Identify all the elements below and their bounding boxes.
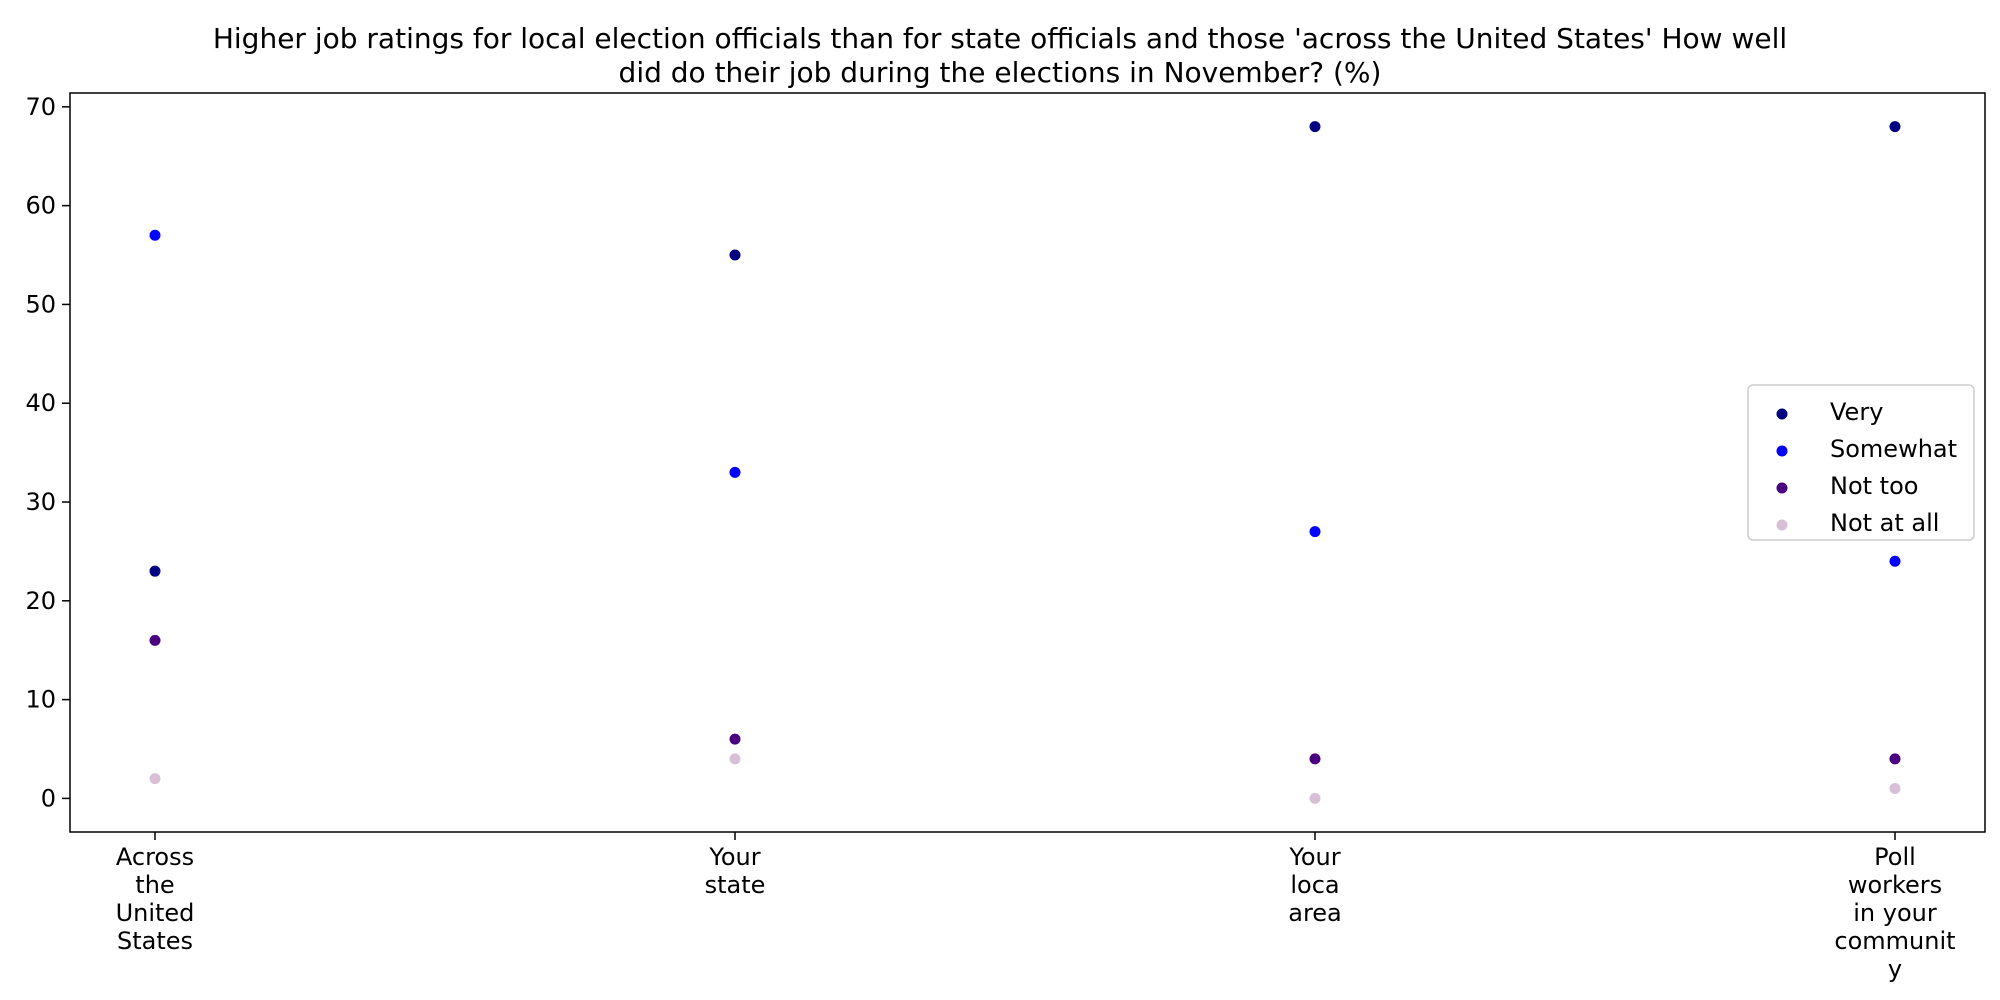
data-point	[729, 753, 741, 765]
x-tick-label-line: Your	[1288, 843, 1340, 871]
data-point	[729, 733, 741, 745]
chart-title: Higher job ratings for local election of…	[213, 22, 1787, 89]
legend-label: Somewhat	[1830, 435, 1957, 463]
data-point	[1309, 121, 1321, 133]
y-tick-label: 60	[25, 192, 56, 220]
y-tick-label: 20	[25, 587, 56, 615]
y-tick-label: 30	[25, 488, 56, 516]
legend-marker	[1776, 482, 1788, 494]
data-points	[149, 121, 1901, 804]
data-point	[1889, 555, 1901, 567]
legend-label: Not too	[1830, 472, 1918, 500]
x-tick-label-line: in your	[1853, 899, 1937, 927]
x-tick-label-line: Your	[708, 843, 760, 871]
x-tick-label-line: workers	[1848, 871, 1942, 899]
legend-marker	[1776, 445, 1788, 457]
plot-frame	[69, 92, 1986, 833]
data-point	[149, 565, 161, 577]
y-axis: 0 10 20 30 40 50 60 70	[25, 93, 70, 812]
x-tick-label-line: the	[135, 871, 174, 899]
data-point	[1889, 783, 1901, 795]
x-tick-label-line: loca	[1290, 871, 1339, 899]
legend-marker	[1776, 519, 1788, 531]
x-tick-label-line: state	[705, 871, 766, 899]
legend-entry: Very	[1776, 398, 1883, 426]
x-tick-label-line: Across	[116, 843, 194, 871]
y-tick-label: 10	[25, 686, 56, 714]
y-tick-label: 50	[25, 290, 56, 318]
plot-area	[69, 92, 1986, 833]
data-point	[1309, 526, 1321, 538]
y-tick-label: 70	[25, 93, 56, 121]
data-point	[1309, 753, 1321, 765]
series-not-too	[149, 634, 1901, 765]
x-tick-label-line: United	[116, 899, 195, 927]
data-point	[1889, 753, 1901, 765]
data-point	[729, 249, 741, 261]
data-point	[1309, 792, 1321, 804]
legend-marker	[1776, 408, 1788, 420]
y-tick-label: 40	[25, 389, 56, 417]
legend-entry: Somewhat	[1776, 435, 1957, 463]
data-point	[149, 229, 161, 241]
legend-label: Very	[1830, 398, 1883, 426]
data-point	[149, 634, 161, 646]
series-not-at-all	[149, 753, 1901, 804]
legend-label: Not at all	[1830, 509, 1939, 537]
series-very	[149, 121, 1901, 577]
x-tick-label-line: y	[1888, 955, 1902, 983]
title-line-2: did do their job during the elections in…	[619, 56, 1382, 89]
data-point	[1889, 121, 1901, 133]
x-axis: AcrosstheUnitedStatesYourstateYourlocaar…	[116, 832, 1956, 983]
x-tick-label-line: communit	[1834, 927, 1955, 955]
x-tick-label-line: States	[117, 927, 193, 955]
y-tick-label: 0	[41, 784, 56, 812]
x-tick-label-line: Poll	[1874, 843, 1916, 871]
legend-entry: Not at all	[1776, 509, 1939, 537]
legend-entry: Not too	[1776, 472, 1918, 500]
title-line-1: Higher job ratings for local election of…	[213, 22, 1787, 55]
legend-box	[1747, 384, 1975, 541]
series-somewhat	[149, 229, 1901, 567]
legend: Very Somewhat Not too Not at all	[1747, 384, 1975, 541]
x-tick-label-line: area	[1288, 899, 1342, 927]
data-point	[149, 773, 161, 785]
data-point	[729, 466, 741, 478]
